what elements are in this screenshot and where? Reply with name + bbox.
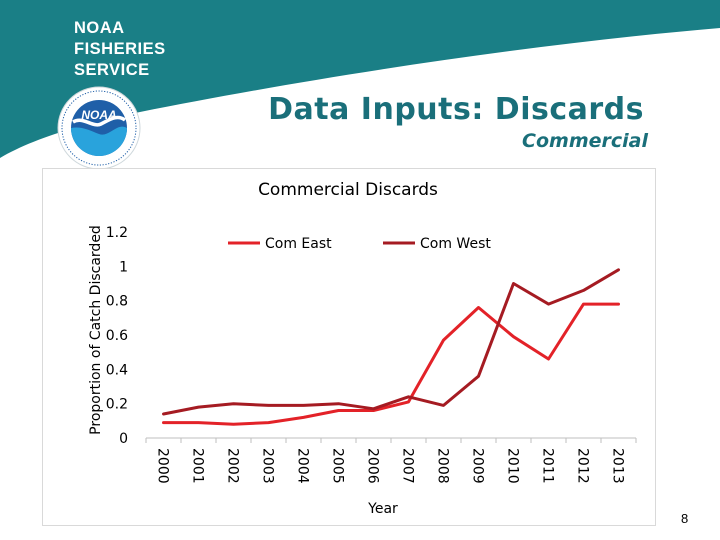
logo-text: NOAA [81, 108, 116, 122]
x-tick-label: 2002 [225, 448, 241, 484]
header-banner [0, 0, 720, 158]
y-tick-label: 0.8 [106, 294, 128, 310]
noaa-logo: NOAA [57, 86, 141, 170]
legend-label: Com West [420, 236, 491, 252]
x-tick-label: 2010 [505, 448, 521, 484]
x-tick-label: 2011 [540, 448, 556, 484]
legend-label: Com East [265, 236, 332, 252]
series-line-com-west [162, 268, 620, 416]
x-tick-label: 2001 [190, 448, 206, 484]
slide-title: Data Inputs: Discards [268, 92, 644, 127]
x-tick-label: 2004 [295, 448, 311, 484]
x-tick-label: 2013 [610, 448, 626, 484]
page-number: 8 [681, 511, 689, 526]
slide-subtitle: Commercial [522, 130, 648, 152]
y-tick-label: 0 [119, 431, 128, 447]
banner-swoosh [0, 0, 720, 158]
x-tick-label: 2003 [260, 448, 276, 484]
x-tick-label: 2008 [435, 448, 451, 484]
y-tick-label: 0.6 [106, 328, 128, 344]
brand-line-noaa: NOAA [74, 19, 125, 37]
x-tick-label: 2000 [155, 448, 171, 484]
x-axis-label: Year [367, 501, 398, 517]
y-tick-label: 1 [119, 259, 128, 275]
x-tick-label: 2009 [470, 448, 486, 484]
x-tick-label: 2007 [400, 448, 416, 484]
series-line-com-east [162, 302, 620, 426]
y-axis-label: Proportion of Catch Discarded [88, 225, 104, 435]
x-tick-label: 2005 [330, 448, 346, 484]
chart-frame [42, 168, 656, 526]
brand-line-fisheries: FISHERIES [74, 40, 166, 58]
x-tick-label: 2012 [575, 448, 591, 484]
y-tick-label: 0.2 [106, 397, 128, 413]
y-tick-label: 1.2 [106, 225, 128, 241]
x-tick-label: 2006 [365, 448, 381, 484]
chart-title: Commercial Discards [258, 180, 438, 200]
brand-line-service: SERVICE [74, 61, 150, 79]
y-tick-label: 0.4 [106, 362, 128, 378]
brand-wordmark: NOAA FISHERIES SERVICE [74, 18, 166, 81]
